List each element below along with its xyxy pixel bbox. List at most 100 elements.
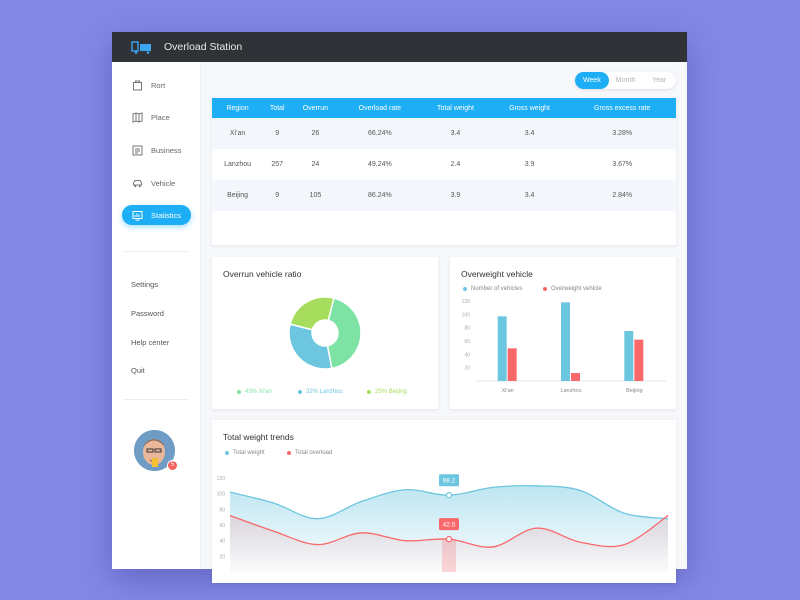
legend-dot xyxy=(225,451,229,455)
y-tick-label: 120 xyxy=(462,299,471,305)
legend-item: Total overload xyxy=(287,450,332,456)
column-header[interactable]: Region xyxy=(212,98,264,118)
column-header[interactable]: Overload rate xyxy=(339,98,421,118)
sidebar-item-place[interactable]: Place xyxy=(122,107,191,127)
tooltip-box xyxy=(439,474,459,487)
table-cell: 3.4 xyxy=(490,118,569,149)
legend-label: Total weight xyxy=(233,450,265,456)
title-bar: Overload Station xyxy=(112,32,687,62)
period-year-button[interactable]: Year xyxy=(652,77,667,84)
table-row[interactable]: Beijing 9 105 86.24% 3.9 3.4 2.84% xyxy=(212,180,676,211)
help-center-link[interactable]: Help center xyxy=(131,338,170,347)
bar xyxy=(561,302,570,381)
pie-slice xyxy=(288,323,333,370)
legend-dot xyxy=(543,287,547,291)
weight-trends-card: Total weight trends Total weight Total o… xyxy=(212,420,676,583)
table-cell: 9 xyxy=(263,180,292,211)
tooltip-box xyxy=(439,518,459,531)
legend-label: Number of vehicles xyxy=(471,286,523,292)
table-cell: 49.24% xyxy=(368,161,392,168)
sidebar-item-label: Rort xyxy=(151,80,166,90)
column-header[interactable]: Total weight xyxy=(420,98,491,118)
legend-item: 25% Beijing xyxy=(367,389,407,395)
sidebar-item-statistics[interactable]: Statistics xyxy=(122,205,191,225)
overrun-ratio-card: Overrun vehicle ratio 43% Xi'an 32% Lanz… xyxy=(212,257,438,409)
bar-chart: 20 40 60 80 100 120 Xi'an Lanzhou Beijing xyxy=(462,299,666,394)
x-tick-label: Lanzhou xyxy=(560,388,581,394)
sidebar-divider xyxy=(124,251,188,252)
y-tick-label: 20 xyxy=(219,554,225,560)
data-point xyxy=(445,492,453,499)
table-cell: 257 xyxy=(271,161,284,168)
app-logo-icon xyxy=(131,41,151,54)
legend-dot xyxy=(367,390,371,394)
bar xyxy=(507,348,517,381)
sidebar-item-label: Place xyxy=(151,112,170,122)
legend-item: Number of vehicles xyxy=(463,286,522,292)
y-tick-label: 80 xyxy=(219,507,225,513)
y-tick-label: 100 xyxy=(462,312,471,318)
y-tick-label: 20 xyxy=(464,366,470,372)
bar xyxy=(624,331,634,381)
y-tick-label: 120 xyxy=(217,476,226,482)
table-cell: 24 xyxy=(311,161,320,168)
quit-link[interactable]: Quit xyxy=(131,366,145,375)
data-point xyxy=(445,535,453,543)
chart-icon xyxy=(132,210,143,220)
sidebar-item-rort[interactable]: Rort xyxy=(122,75,191,95)
table-cell: 2.4 xyxy=(450,161,461,168)
table-cell: 66.24% xyxy=(339,118,421,149)
sidebar-item-label: Vehicle xyxy=(151,178,176,188)
column-header[interactable]: Overrun xyxy=(291,98,340,118)
legend-dot xyxy=(287,451,291,455)
map-icon xyxy=(132,111,143,123)
table-cell: 105 xyxy=(291,180,340,211)
bar xyxy=(497,316,507,381)
table-cell: Beijing xyxy=(212,180,264,211)
legend-item: 43% Xi'an xyxy=(237,389,272,395)
tooltip-value: 98.2 xyxy=(443,478,456,485)
legend-dot xyxy=(463,287,467,291)
legend-label: 43% Xi'an xyxy=(245,389,272,395)
x-tick-label: Xi'an xyxy=(502,388,514,394)
car-icon xyxy=(133,179,142,187)
pie-slice xyxy=(326,297,362,370)
bar xyxy=(571,373,580,381)
x-tick-label: Beijing xyxy=(626,388,643,394)
tooltip-value: 42.5 xyxy=(443,522,456,529)
area-fill xyxy=(230,515,668,572)
y-tick-label: 40 xyxy=(464,352,470,358)
table-cell: 3.28% xyxy=(568,118,676,149)
sidebar-item-label: Statistics xyxy=(151,210,182,220)
legend-label: 32% Lanzhou xyxy=(306,389,343,395)
settings-link[interactable]: Settings xyxy=(131,280,159,289)
legend-label: Total overload xyxy=(295,450,333,456)
app-title: Overload Station xyxy=(164,41,243,53)
table-cell: Xi'an xyxy=(212,118,264,149)
column-header[interactable]: Total xyxy=(263,98,292,118)
highlight-bar xyxy=(442,539,456,572)
card-title: Total weight trends xyxy=(223,432,294,442)
y-tick-label: 100 xyxy=(217,492,226,498)
column-header[interactable]: Gross excess rate xyxy=(568,98,676,118)
table-row[interactable]: Lanzhou 257 24 49.24% 2.4 3.9 3.67% xyxy=(212,149,676,180)
period-week-button[interactable]: Week xyxy=(575,72,609,89)
card-title: Overweight vehicle xyxy=(461,269,533,279)
period-month-button[interactable]: Month xyxy=(615,77,636,84)
donut-chart xyxy=(288,296,362,370)
pie-slice xyxy=(289,296,335,331)
table-row[interactable]: Xi'an 9 26 66.24% 3.4 3.4 3.28% xyxy=(212,118,676,149)
table-cell: Lanzhou xyxy=(224,161,251,168)
password-link[interactable]: Password xyxy=(131,309,164,318)
region-table: Region Total Overrun Overload rate Total… xyxy=(212,98,676,245)
legend-label: 25% Beijing xyxy=(375,389,407,395)
sidebar-item-vehicle[interactable]: Vehicle xyxy=(122,173,191,193)
legend-item: 32% Lanzhou xyxy=(298,389,343,395)
table-cell: 3.9 xyxy=(524,161,535,168)
trend-chart: 120 100 80 60 40 20 98.2 42.5 xyxy=(217,474,669,572)
bag-icon xyxy=(133,80,142,90)
legend-label: Overweight vehicle xyxy=(551,286,602,292)
sidebar-item-business[interactable]: Business xyxy=(122,140,191,160)
sidebar-item-label: Business xyxy=(151,145,182,155)
column-header[interactable]: Gross weight xyxy=(490,98,569,118)
